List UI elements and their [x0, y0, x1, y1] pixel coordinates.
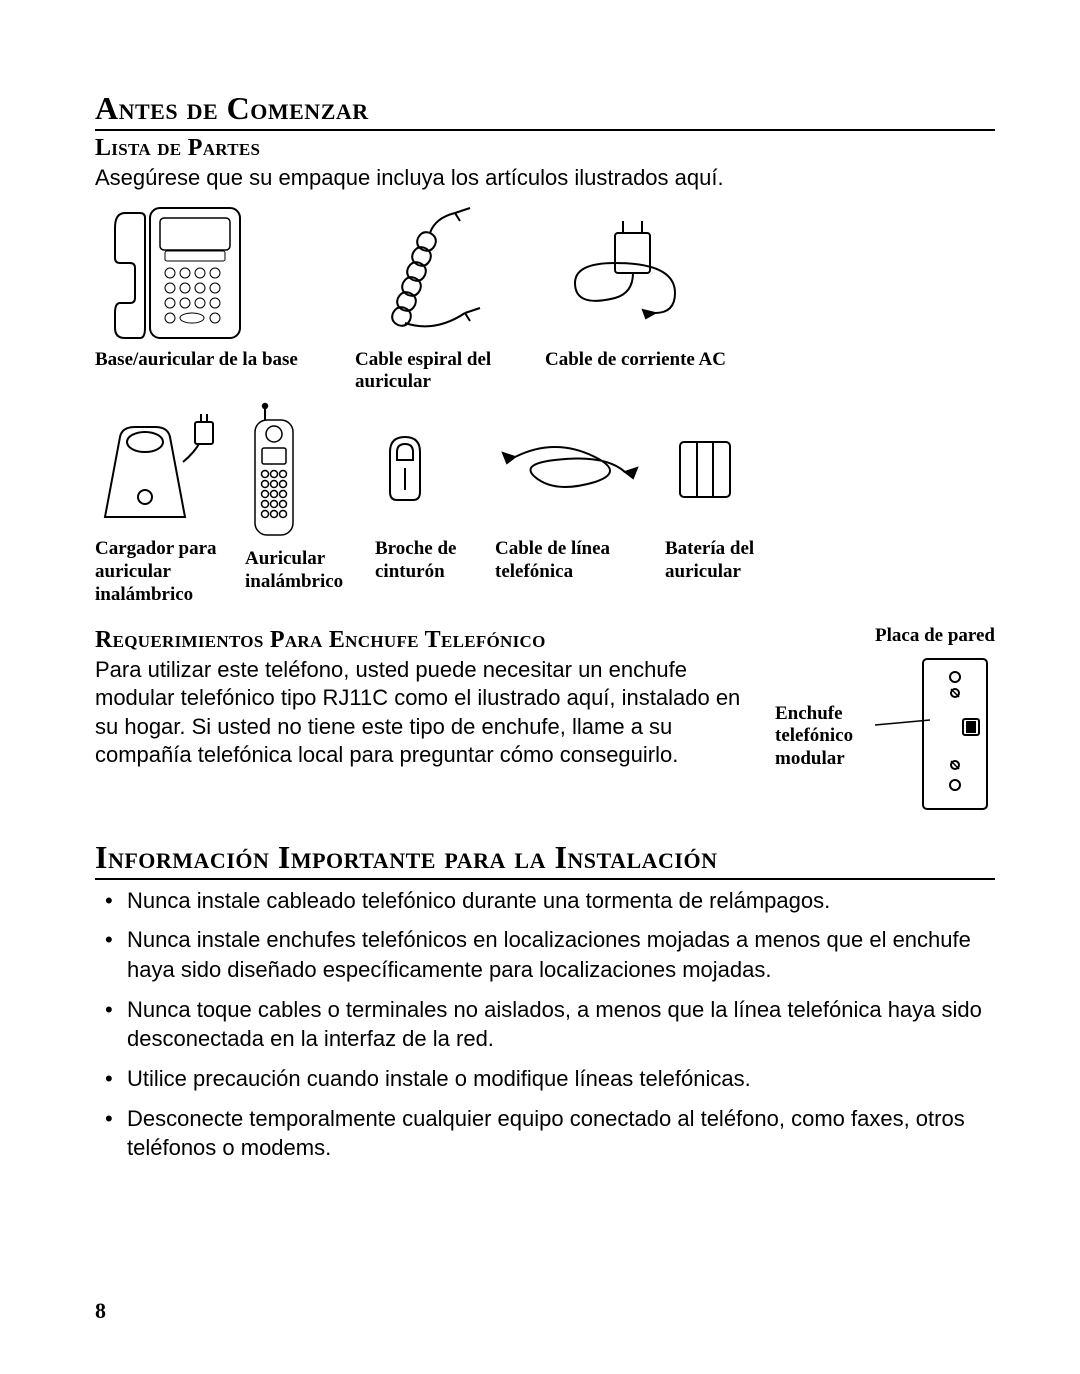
part-label: Auricular inalámbrico — [245, 548, 375, 594]
page-number: 8 — [95, 1298, 106, 1324]
battery-icon — [665, 402, 755, 532]
heading-info: Información Importante para la Instalaci… — [95, 839, 995, 880]
line-cord-icon — [495, 402, 645, 532]
wall-plate-icon — [915, 655, 995, 815]
part-label: Cable espiral del auricular — [355, 349, 545, 395]
part-line-cord: Cable de línea telefónica — [495, 402, 665, 584]
part-label: Base/auricular de la base — [95, 349, 298, 372]
list-item: Nunca toque cables o terminales no aisla… — [95, 995, 995, 1054]
ac-adapter-icon — [545, 203, 705, 343]
heading-antes: Antes de Comenzar — [95, 90, 995, 131]
list-item: Desconecte temporalmente cualquier equip… — [95, 1104, 995, 1163]
wall-plate-title: Placa de pared — [785, 625, 995, 647]
wall-plate-area: Placa de pared Enchufe telefónico modula… — [785, 625, 995, 815]
part-cordless-handset: Auricular inalámbrico — [245, 402, 375, 594]
list-item: Utilice precaución cuando instale o modi… — [95, 1064, 995, 1094]
charger-icon — [95, 402, 235, 532]
part-charger: Cargador para auricular inalámbrico — [95, 402, 245, 606]
req-body: Para utilizar este teléfono, usted puede… — [95, 656, 769, 770]
part-label: Broche de cinturón — [375, 538, 495, 584]
base-icon — [95, 203, 245, 343]
belt-clip-icon — [375, 402, 435, 532]
part-label: Batería del auricular — [665, 538, 815, 584]
cordless-handset-icon — [245, 402, 305, 542]
subheading-lista: Lista de Partes — [95, 135, 995, 162]
parts-grid: Base/auricular de la base Cable espiral … — [95, 203, 995, 607]
part-belt-clip: Broche de cinturón — [375, 402, 495, 584]
parts-row-2: Cargador para auricular inalámbrico — [95, 402, 995, 606]
part-coil-cord: Cable espiral del auricular — [355, 203, 545, 395]
req-section: Requerimientos Para Enchufe Telefónico P… — [95, 625, 995, 815]
list-item: Nunca instale enchufes telefónicos en lo… — [95, 925, 995, 984]
wall-plate-label: Enchufe telefónico modular — [775, 703, 895, 771]
part-label: Cargador para auricular inalámbrico — [95, 538, 245, 606]
pointer-line-icon — [875, 715, 945, 735]
part-ac-adapter: Cable de corriente AC — [545, 203, 745, 372]
part-battery: Batería del auricular — [665, 402, 815, 584]
coil-cord-icon — [355, 203, 495, 343]
req-text-col: Requerimientos Para Enchufe Telefónico P… — [95, 625, 769, 776]
intro-text: Asegúrese que su empaque incluya los art… — [95, 164, 995, 193]
info-list: Nunca instale cableado telefónico durant… — [95, 886, 995, 1164]
parts-row-1: Base/auricular de la base Cable espiral … — [95, 203, 995, 395]
part-label: Cable de línea telefónica — [495, 538, 665, 584]
subheading-req: Requerimientos Para Enchufe Telefónico — [95, 627, 769, 654]
part-base: Base/auricular de la base — [95, 203, 355, 372]
list-item: Nunca instale cableado telefónico durant… — [95, 886, 995, 916]
part-label: Cable de corriente AC — [545, 349, 726, 372]
